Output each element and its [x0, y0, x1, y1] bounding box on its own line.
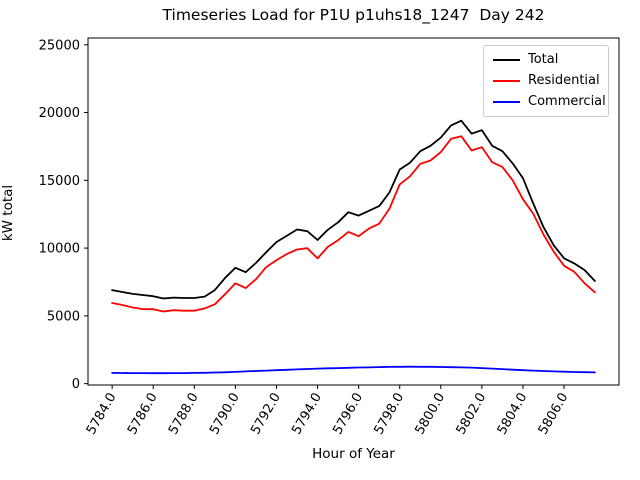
x-tick-label: 5786.0 — [125, 391, 161, 438]
legend: Total Residential Commercial — [483, 45, 609, 117]
x-tick-label: 5804.0 — [495, 391, 531, 438]
x-tick-label: 5802.0 — [454, 391, 490, 438]
series-line-commercial — [111, 365, 596, 375]
y-tick-label: 15000 — [39, 174, 80, 189]
x-tick-label: 5800.0 — [413, 391, 449, 438]
y-tick-label: 20000 — [39, 106, 80, 121]
legend-line-commercial — [493, 101, 520, 103]
x-tick-label: 5784.0 — [84, 391, 120, 438]
x-tick-label: 5788.0 — [166, 391, 202, 438]
legend-line-residential — [493, 80, 520, 82]
series-line-residential — [111, 135, 596, 313]
y-tick-label: 5000 — [47, 309, 80, 324]
x-axis-label: Hour of Year — [312, 446, 395, 462]
y-tick-label: 10000 — [39, 242, 80, 257]
x-tick-label: 5794.0 — [289, 391, 325, 438]
y-tick-label: 0 — [72, 377, 80, 392]
y-tick-label: 25000 — [39, 38, 80, 53]
x-tick-label: 5790.0 — [207, 391, 243, 438]
legend-item-commercial: Commercial — [493, 95, 606, 109]
legend-label-residential: Residential — [528, 73, 600, 88]
legend-item-residential: Residential — [493, 73, 600, 88]
x-tick-label: 5796.0 — [330, 391, 366, 438]
axes-frame — [87, 37, 620, 386]
legend-label-commercial: Commercial — [528, 94, 606, 109]
legend-line-total — [493, 59, 520, 61]
x-tick-label: 5792.0 — [248, 391, 284, 438]
chart-title: Timeseries Load for P1U p1uhs18_1247 Day… — [162, 6, 545, 24]
series-line-total — [111, 119, 596, 300]
legend-item-total: Total — [493, 53, 599, 67]
y-axis-label: kW total — [0, 184, 16, 242]
x-tick-label: 5798.0 — [371, 391, 407, 438]
legend-label-total: Total — [528, 52, 559, 67]
x-tick-label: 5806.0 — [536, 391, 572, 438]
